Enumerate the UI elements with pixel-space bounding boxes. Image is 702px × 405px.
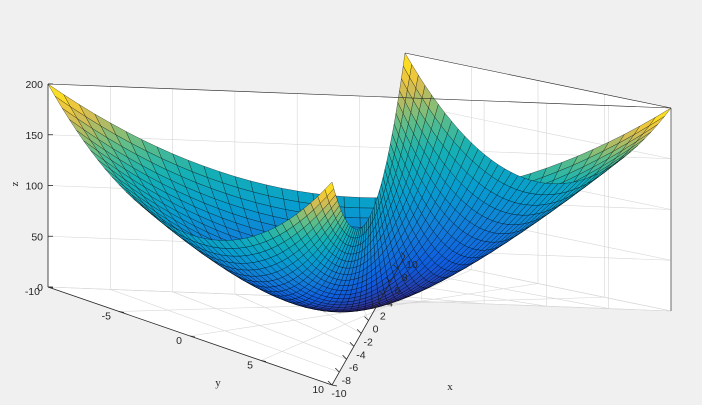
x-tick (400, 251, 406, 257)
x-tick (393, 264, 398, 270)
x-tick (364, 316, 369, 321)
y-tick (189, 335, 196, 338)
x-tick (356, 329, 362, 334)
y-tick-label: -10 (25, 286, 40, 298)
surface-patch (344, 207, 361, 219)
y-tick (260, 360, 267, 362)
z-tick-label: 100 (25, 181, 43, 193)
x-tick-label: -6 (349, 362, 358, 374)
x-tick-label: -8 (342, 375, 351, 387)
z-tick-label: 0 (37, 282, 43, 294)
x-tick (349, 342, 355, 347)
x-tick-label: 0 (373, 324, 379, 336)
x-tick-label: 4 (387, 298, 393, 310)
z-tick-label: 200 (25, 79, 43, 91)
box-edge (47, 83, 672, 109)
z-axis-label: z (9, 181, 21, 186)
x-tick-label: 2 (380, 311, 386, 323)
floor-pane (48, 256, 671, 385)
x-tick-label: 8 (402, 272, 408, 284)
x-axis-label: x (447, 381, 453, 393)
y-tick-label: 5 (247, 360, 253, 372)
x-tick (327, 380, 333, 386)
y-tick-label: -5 (102, 311, 111, 323)
y-tick (47, 286, 54, 289)
y-tick (331, 384, 338, 387)
box-edge (404, 52, 672, 109)
x-tick (335, 367, 340, 373)
x-tick-label: -4 (356, 349, 365, 361)
x-tick (378, 290, 384, 295)
x-tick-label: -10 (331, 388, 346, 400)
y-axis-label: y (215, 377, 221, 389)
y-tick-label: 0 (176, 335, 182, 347)
surface-patch (359, 197, 376, 209)
surface-patch (324, 181, 334, 197)
x-tick (371, 303, 377, 308)
surface-patch (343, 196, 360, 209)
x-tick (342, 354, 347, 360)
x-tick-label: 10 (406, 259, 418, 271)
y-tick (118, 311, 125, 313)
gridline-y (260, 269, 472, 361)
surface-mesh (47, 52, 672, 313)
x-tick-label: 6 (394, 285, 400, 297)
x-tick-label: -2 (364, 336, 373, 348)
y-tick-label: 10 (312, 384, 324, 396)
z-tick-label: 50 (31, 231, 43, 243)
x-tick (386, 277, 391, 283)
z-tick-label: 150 (25, 130, 43, 142)
